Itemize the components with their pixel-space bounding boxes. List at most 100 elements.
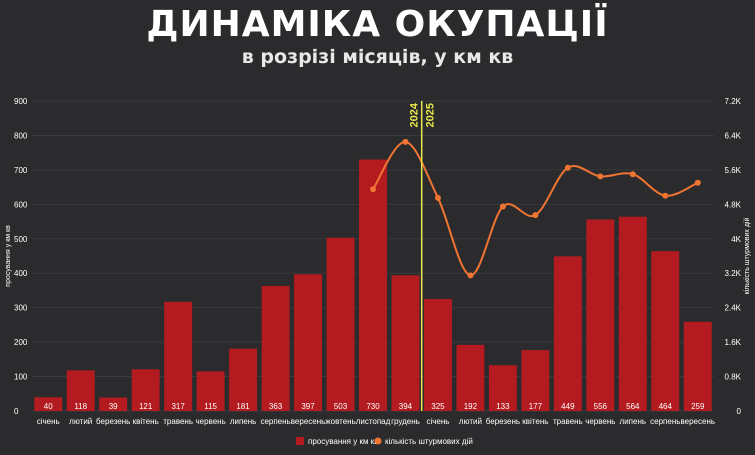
x-tick-label: червень [195,417,225,426]
bar [229,348,258,411]
bar-value-label: 503 [334,402,348,411]
y2-tick-label: 5.6K [725,166,742,175]
line-point [467,272,474,279]
bar-value-label: 192 [464,402,478,411]
y2-axis-title: кількість штурмових дій [743,218,751,295]
bar [66,370,95,411]
bar-value-label: 115 [204,402,217,411]
y2-tick-label: 0 [737,407,742,416]
bar [683,321,712,411]
y-tick-label: 400 [14,269,28,278]
legend-label-bars: просування у км кв [308,437,378,446]
line-point [629,171,636,178]
y2-tick-label: 1.6K [725,338,742,347]
y2-tick-label: 2.4K [725,304,742,313]
bar-value-label: 133 [496,402,510,411]
legend-swatch-bars [296,437,304,445]
bar-value-label: 121 [139,402,153,411]
x-tick-label: січень [426,417,449,426]
x-tick-label: квітень [133,417,159,426]
line-point [564,164,571,171]
bar-value-label: 556 [594,402,608,411]
bar [488,365,517,411]
bar-value-label: 464 [659,402,673,411]
x-tick-label: травень [553,417,583,426]
line-point [532,212,539,219]
y-tick-label: 600 [14,200,28,209]
bar [456,344,485,411]
y2-tick-label: 7.2K [725,97,742,106]
bar [99,397,128,411]
y-tick-label: 900 [14,97,28,106]
x-tick-label: березень [96,417,130,426]
year-label-left: 2024 [409,102,421,127]
y2-tick-label: 0.8K [725,373,742,382]
y-tick-label: 200 [14,338,28,347]
bar [34,397,63,411]
x-tick-label: лютий [69,417,92,426]
y-tick-label: 500 [14,235,28,244]
x-tick-label: липень [230,417,257,426]
x-tick-label: серпень [260,417,290,426]
line-point [662,192,669,199]
x-tick-label: квітень [522,417,548,426]
x-tick-label: травень [163,417,193,426]
bar [164,301,193,411]
bar-value-label: 317 [171,402,185,411]
x-tick-label: вересень [680,417,715,426]
bar [359,159,387,411]
bar [294,274,323,411]
x-tick-label: листопад [356,417,391,426]
bar-value-label: 730 [366,402,380,411]
year-label-right: 2025 [425,103,437,127]
bar-value-label: 181 [236,402,250,411]
legend-swatch-line [374,437,382,445]
line-point [434,194,441,201]
series-line [372,140,699,277]
bar [261,285,290,411]
bar-value-label: 39 [109,402,118,411]
bar [391,275,420,411]
bar-value-label: 259 [691,402,705,411]
bar-value-label: 325 [431,402,445,411]
x-tick-label: лютий [459,417,482,426]
bar-value-label: 363 [269,402,283,411]
line-point [597,173,604,180]
bar [521,350,550,411]
bar [651,251,680,411]
bar-value-label: 177 [529,402,543,411]
bar-value-label: 394 [399,402,413,411]
bar [131,369,160,411]
y2-tick-label: 4.8K [725,200,742,209]
bar [196,371,225,411]
y-tick-label: 0 [14,407,19,416]
bar-value-label: 564 [626,402,640,411]
bar-value-label: 118 [74,402,87,411]
y-tick-label: 300 [14,304,28,313]
x-tick-label: серпень [650,417,680,426]
y2-tick-label: 3.2K [725,269,742,278]
line-point [402,138,409,145]
x-tick-label: жовтень [325,417,355,426]
y2-tick-label: 6.4K [725,131,742,140]
x-tick-label: березень [486,417,520,426]
y2-tick-label: 4K [731,235,741,244]
y-axis-title: просування у км кв [5,225,12,287]
bar [326,237,355,411]
y-tick-label: 800 [14,131,28,140]
x-tick-label: грудень [391,417,420,426]
x-tick-label: січень [37,417,60,426]
bar [618,216,647,411]
x-tick-label: вересень [291,417,326,426]
x-tick-label: липень [620,417,647,426]
bar-value-label: 40 [44,402,53,411]
legend-label-line: кількість штурмових дій [385,437,473,446]
line-point [499,203,506,210]
bar-value-label: 449 [561,402,575,411]
y-tick-label: 100 [14,373,28,382]
line-point [694,179,701,186]
bar-value-label: 397 [301,402,315,411]
chart-title: ДИНАМІКА ОКУПАЦІЇ [146,4,609,45]
bar [553,256,582,411]
